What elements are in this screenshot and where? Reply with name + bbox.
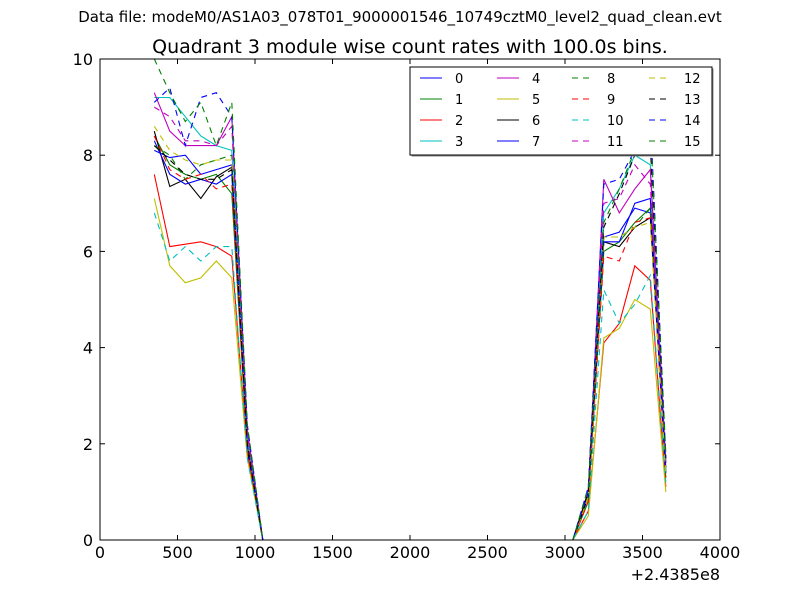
x-tick-label: 2000 — [390, 543, 431, 562]
x-tick-label: 3000 — [545, 543, 586, 562]
legend-label-13: 13 — [684, 93, 701, 108]
legend-label-10: 10 — [607, 114, 624, 129]
page-title: Data file: modeM0/AS1A03_078T01_90000015… — [78, 8, 722, 26]
chart-title: Quadrant 3 module wise count rates with … — [152, 36, 668, 58]
series-line-10 — [153, 212, 667, 541]
x-tick-label: 500 — [162, 543, 193, 562]
x-tick-label: 1500 — [312, 543, 353, 562]
x-tick-label: 3500 — [622, 543, 663, 562]
y-tick-label: 8 — [83, 146, 93, 165]
y-tick-label: 10 — [73, 50, 93, 69]
legend-label-8: 8 — [607, 72, 615, 87]
x-offset-label: +2.4385e8 — [631, 565, 720, 584]
legend-label-1: 1 — [455, 93, 463, 108]
legend-label-11: 11 — [607, 135, 624, 150]
x-tick-label: 4000 — [700, 543, 741, 562]
y-tick-label: 6 — [83, 242, 93, 261]
legend-label-4: 4 — [532, 72, 540, 87]
y-tick-label: 0 — [83, 531, 93, 550]
legend-label-3: 3 — [455, 135, 463, 150]
y-tick-label: 2 — [83, 435, 93, 454]
legend-box — [409, 66, 713, 156]
legend-label-15: 15 — [684, 135, 701, 150]
legend-label-2: 2 — [455, 114, 463, 129]
legend-label-14: 14 — [684, 114, 701, 129]
legend-label-12: 12 — [684, 72, 701, 87]
legend-label-9: 9 — [607, 93, 615, 108]
legend-label-7: 7 — [532, 135, 540, 150]
y-tick-label: 4 — [83, 339, 93, 358]
series-line-15 — [153, 58, 667, 541]
legend-label-6: 6 — [532, 114, 540, 129]
x-tick-label: 0 — [95, 543, 105, 562]
legend-label-5: 5 — [532, 93, 540, 108]
legend-label-0: 0 — [455, 72, 463, 87]
x-tick-label: 2500 — [467, 543, 508, 562]
x-tick-label: 1000 — [235, 543, 276, 562]
